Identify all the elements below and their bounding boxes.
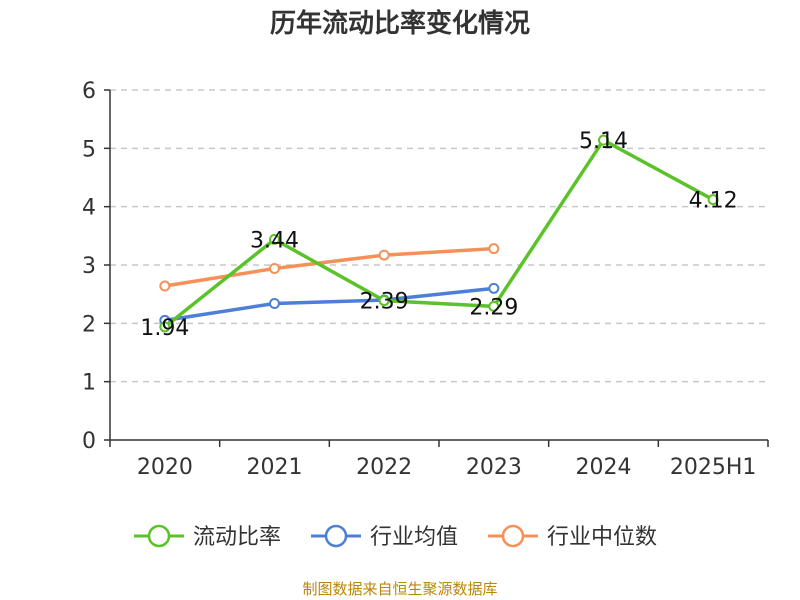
data-point [707, 194, 719, 206]
x-tick-label: 2022 [356, 455, 412, 480]
legend-marker [147, 524, 171, 548]
data-point [269, 263, 280, 274]
legend-item[interactable]: 行业中位数 [488, 524, 657, 550]
data-point [488, 282, 500, 294]
data-label: 3.44 [250, 228, 299, 253]
x-tick-label: 2020 [137, 455, 193, 480]
series-lines [159, 134, 719, 333]
chart-title: 历年流动比率变化情况 [270, 8, 530, 39]
data-point [269, 233, 280, 245]
x-axis-ticks: 2020 2021 2022 2023 2024 2025H1 [109, 440, 769, 480]
x-tick-label: 2024 [576, 455, 632, 480]
data-label: 1.94 [140, 316, 189, 341]
data-point [269, 298, 280, 309]
axes [109, 90, 768, 441]
y-tick-label: 4 [82, 196, 96, 221]
y-axis-ticks: 0 1 2 3 4 5 6 [82, 79, 110, 454]
data-label: 2.29 [469, 295, 518, 320]
data-point [598, 134, 609, 146]
legend-label: 行业中位数 [547, 525, 657, 550]
data-label: 5.14 [579, 129, 628, 154]
data-point [378, 295, 390, 307]
series-line [163, 138, 715, 329]
data-point [488, 243, 500, 255]
grid-lines [110, 89, 768, 383]
x-tick-label: 2021 [247, 455, 303, 480]
source-note: 制图数据来自恒生聚源数据库 [302, 580, 497, 598]
legend-item[interactable]: 行业均值 [311, 524, 458, 550]
legend-marker [324, 524, 348, 548]
y-tick-label: 2 [82, 312, 96, 337]
data-point [159, 321, 171, 333]
series-line [164, 246, 494, 288]
legend-label: 行业均值 [370, 525, 458, 550]
legend-item[interactable]: 流动比率 [134, 524, 281, 550]
data-label: 2.39 [360, 290, 409, 315]
legend-label: 流动比率 [193, 525, 281, 550]
x-tick-label: 2025H1 [670, 455, 757, 480]
data-point [378, 249, 390, 261]
y-tick-label: 3 [82, 254, 96, 279]
data-point [488, 300, 500, 312]
y-tick-label: 1 [82, 371, 96, 396]
y-tick-label: 6 [82, 79, 96, 104]
data-labels: 1.94 3.44 2.39 2.29 5.14 4.12 [140, 129, 737, 341]
y-tick-label: 0 [82, 429, 96, 454]
y-tick-label: 5 [82, 137, 96, 162]
data-label: 4.12 [689, 189, 738, 214]
x-tick-label: 2023 [466, 455, 522, 480]
legend[interactable]: 流动比率 行业均值 行业中位数 [134, 524, 657, 550]
series-line [164, 286, 495, 323]
legend-marker [501, 524, 525, 548]
data-point [159, 280, 171, 292]
